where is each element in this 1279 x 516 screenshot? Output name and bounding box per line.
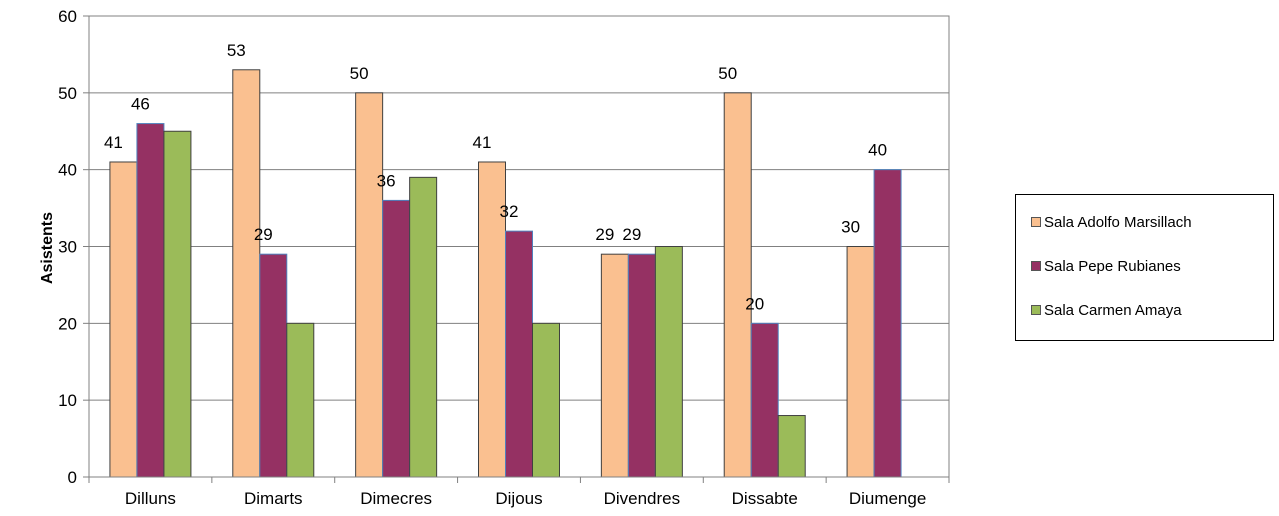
- legend-item: Sala Adolfo Marsillach: [1031, 212, 1192, 232]
- data-label: 30: [841, 218, 860, 237]
- bar: [409, 176, 438, 478]
- data-label: 46: [131, 95, 150, 114]
- bar: [109, 161, 138, 478]
- legend-label: Sala Adolfo Marsillach: [1044, 213, 1192, 231]
- data-label: 29: [254, 225, 273, 244]
- data-label: 41: [473, 133, 492, 152]
- data-labels: 41 53 50 41 29 50 30 46 29 36 32 29 20 40: [104, 41, 887, 314]
- bar: [600, 253, 629, 478]
- legend-label: Sala Carmen Amaya: [1044, 301, 1182, 319]
- x-tick-label: Dilluns: [125, 489, 176, 508]
- y-tick-label: 40: [58, 161, 77, 180]
- data-label: 50: [350, 64, 369, 83]
- data-label: 41: [104, 133, 123, 152]
- data-label: 29: [622, 225, 641, 244]
- bar: [723, 92, 752, 478]
- y-tick-label: 50: [58, 84, 77, 103]
- bar: [382, 199, 411, 478]
- legend-item: Sala Carmen Amaya: [1031, 300, 1182, 320]
- y-tick-label: 10: [58, 391, 77, 410]
- bar: [750, 322, 779, 478]
- bar: [259, 253, 288, 478]
- bar: [505, 230, 533, 478]
- axes: 0 10 20 30 40 50 60 Dilluns Dimarts Dimecres Dijou…: [58, 7, 950, 508]
- y-tick-label: 0: [68, 468, 77, 487]
- x-tick-label: Divendres: [604, 489, 681, 508]
- bar: [777, 415, 806, 478]
- x-tick-label: Dissabte: [732, 489, 798, 508]
- data-label: 40: [868, 141, 887, 160]
- bar: [846, 246, 875, 478]
- data-label: 32: [500, 202, 519, 221]
- bar: [355, 92, 384, 478]
- bar: [873, 169, 902, 478]
- bar: [232, 69, 261, 478]
- legend-swatch: [1031, 305, 1041, 315]
- x-tick-label: Dijous: [495, 489, 542, 508]
- data-label: 53: [227, 41, 246, 60]
- legend-item: Sala Pepe Rubianes: [1031, 256, 1181, 276]
- bar: [532, 322, 560, 478]
- bar: [654, 246, 683, 478]
- bar: [627, 253, 656, 478]
- bar: [286, 322, 315, 478]
- y-tick-label: 60: [58, 7, 77, 26]
- legend: Sala Adolfo Marsillach Sala Pepe Rubianes…: [1015, 194, 1274, 341]
- bars: [109, 69, 902, 478]
- x-tick-label: Diumenge: [849, 489, 927, 508]
- data-label: 36: [377, 171, 396, 190]
- data-label: 20: [745, 294, 764, 313]
- legend-swatch: [1031, 217, 1041, 227]
- bar: [136, 123, 165, 478]
- x-tick-label: Dimecres: [360, 489, 432, 508]
- data-label: 50: [718, 64, 737, 83]
- y-tick-label: 20: [58, 314, 77, 333]
- legend-swatch: [1031, 261, 1041, 271]
- y-tick-label: 30: [58, 238, 77, 257]
- data-label: 29: [595, 225, 614, 244]
- x-tick-label: Dimarts: [244, 489, 303, 508]
- bar: [163, 130, 192, 478]
- y-axis-title: Asistents: [39, 212, 56, 284]
- legend-label: Sala Pepe Rubianes: [1044, 257, 1181, 275]
